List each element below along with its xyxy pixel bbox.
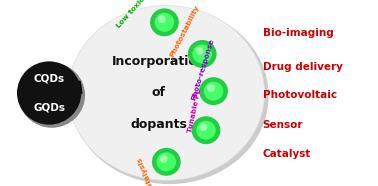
Ellipse shape xyxy=(150,8,179,36)
Text: Tunable PL: Tunable PL xyxy=(187,88,202,133)
Ellipse shape xyxy=(188,40,217,68)
Text: Low toxicity: Low toxicity xyxy=(116,0,153,29)
Text: Sensor: Sensor xyxy=(263,120,303,130)
Ellipse shape xyxy=(156,152,176,171)
Text: Bio-imaging: Bio-imaging xyxy=(263,28,333,39)
Text: of: of xyxy=(152,86,166,100)
Text: Photo-response: Photo-response xyxy=(191,38,215,101)
Ellipse shape xyxy=(152,148,181,176)
Text: dopants: dopants xyxy=(130,118,187,131)
Ellipse shape xyxy=(160,155,168,163)
Text: CQDs: CQDs xyxy=(34,73,65,83)
Text: Catalyst: Catalyst xyxy=(263,149,311,159)
Text: Photovoltaic: Photovoltaic xyxy=(263,90,337,100)
Ellipse shape xyxy=(196,121,216,140)
Text: Catalysis: Catalysis xyxy=(136,155,155,186)
Ellipse shape xyxy=(155,13,174,32)
Ellipse shape xyxy=(192,44,212,63)
Ellipse shape xyxy=(68,6,265,180)
Ellipse shape xyxy=(207,84,215,92)
Ellipse shape xyxy=(200,123,208,131)
Text: GQDs: GQDs xyxy=(33,103,65,113)
Text: Photostability: Photostability xyxy=(169,4,200,58)
Text: Incorporation: Incorporation xyxy=(112,55,206,68)
Ellipse shape xyxy=(192,116,220,144)
Ellipse shape xyxy=(204,82,223,101)
Text: Drug delivery: Drug delivery xyxy=(263,62,342,72)
Ellipse shape xyxy=(17,61,81,125)
Ellipse shape xyxy=(196,47,204,55)
Ellipse shape xyxy=(19,63,85,128)
Ellipse shape xyxy=(70,7,269,184)
Ellipse shape xyxy=(158,15,166,23)
Ellipse shape xyxy=(199,77,228,105)
